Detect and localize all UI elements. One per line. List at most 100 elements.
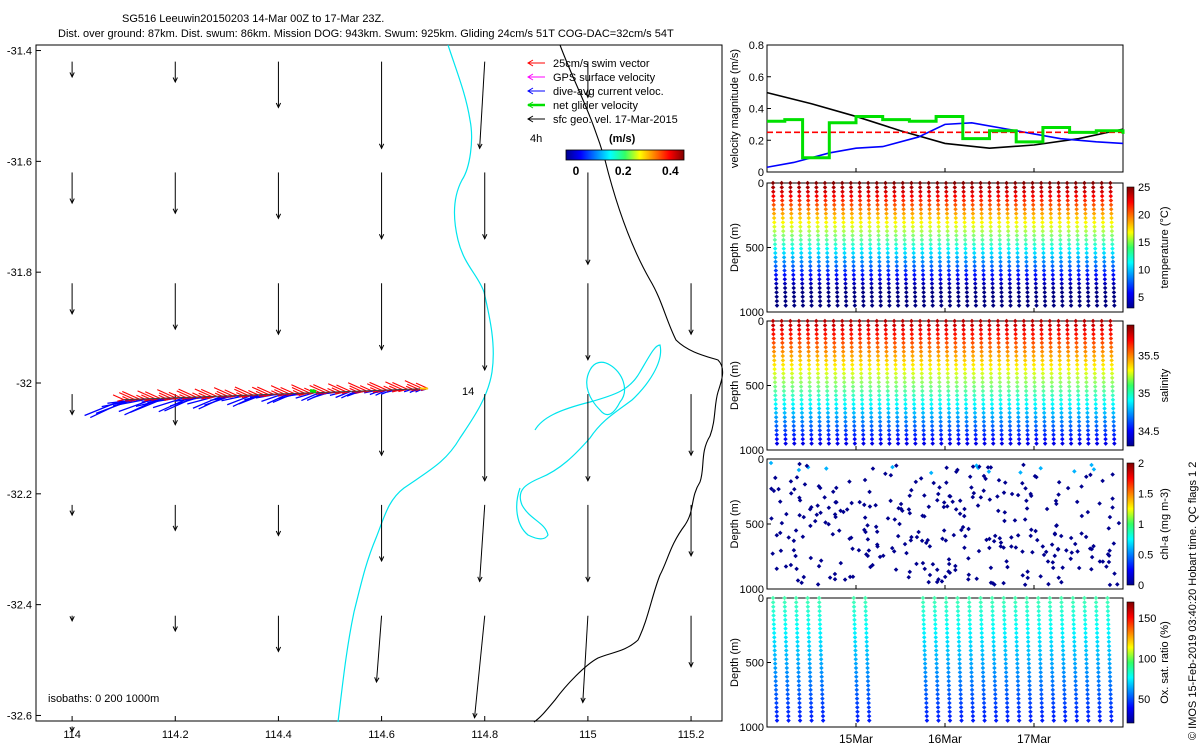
dive-point xyxy=(781,246,787,251)
swim-vector xyxy=(257,386,274,395)
dive-point xyxy=(817,277,822,282)
dive-point xyxy=(979,344,984,350)
dive-point xyxy=(892,202,898,208)
dive-point xyxy=(920,415,926,420)
dive-point xyxy=(990,600,995,605)
dive-point xyxy=(946,406,952,411)
dive-point xyxy=(1048,198,1053,203)
dive-point xyxy=(954,371,959,376)
dive-point xyxy=(805,608,811,614)
chl-point xyxy=(928,470,934,476)
dive-point xyxy=(798,237,804,243)
dive-point xyxy=(1059,268,1064,273)
dive-point xyxy=(1025,635,1031,640)
dive-point xyxy=(806,215,812,221)
chl-point xyxy=(786,535,791,540)
dive-point xyxy=(876,228,881,234)
dive-point xyxy=(1107,674,1113,680)
dive-point xyxy=(817,432,823,438)
dive-point xyxy=(788,327,793,333)
dive-point xyxy=(970,358,976,363)
dive-point xyxy=(841,375,847,381)
dive-point xyxy=(963,263,969,269)
geo-vector-head xyxy=(275,329,282,336)
dive-point xyxy=(849,220,855,225)
dive-point xyxy=(970,211,976,216)
dive-point xyxy=(825,410,831,416)
dive-point xyxy=(926,323,932,328)
temp-colorbar-label: 25 xyxy=(1138,182,1150,194)
dive-point xyxy=(806,353,812,359)
dive-point xyxy=(1059,277,1064,282)
dive-point xyxy=(782,401,787,407)
dive-point xyxy=(1102,410,1107,416)
dive-point xyxy=(808,692,814,697)
dive-point xyxy=(1050,401,1055,407)
dive-point xyxy=(892,193,897,199)
dive-point xyxy=(869,303,875,308)
dive-point xyxy=(814,185,819,190)
dive-point xyxy=(1066,358,1071,363)
dive-point xyxy=(784,657,789,662)
dive-point xyxy=(1109,224,1115,230)
dive-point xyxy=(969,674,974,680)
dive-point xyxy=(1105,617,1111,623)
dive-point xyxy=(815,228,821,234)
dive-point xyxy=(823,211,829,216)
dive-point xyxy=(772,228,777,234)
depth-tick-label: 1000 xyxy=(740,584,764,596)
dive-point xyxy=(928,388,934,394)
chl-colorbar-title: chl-a (mg m-3) xyxy=(1159,488,1171,560)
chl-point xyxy=(962,513,967,519)
chl-point xyxy=(1083,474,1089,480)
dive-point xyxy=(857,323,862,328)
dive-point xyxy=(979,639,985,645)
dive-point xyxy=(1048,613,1053,618)
dive-point xyxy=(792,441,797,446)
dive-point xyxy=(866,340,872,346)
dive-point xyxy=(933,630,938,636)
dive-point xyxy=(1084,263,1090,269)
dive-point xyxy=(840,344,846,350)
dive-point xyxy=(902,380,908,385)
dive-point xyxy=(920,268,926,273)
dive-point xyxy=(850,233,855,238)
dive-point xyxy=(903,423,909,429)
dive-point xyxy=(1064,185,1070,190)
dive-point xyxy=(1059,423,1065,429)
dive-point xyxy=(773,272,779,278)
dive-point xyxy=(866,206,872,212)
dive-point xyxy=(937,268,943,273)
dive-point xyxy=(1102,285,1108,291)
swim-vector xyxy=(369,381,387,391)
map-ytick-label: -31.4 xyxy=(7,46,32,58)
dive-point xyxy=(926,189,932,195)
chl-point xyxy=(1030,550,1035,555)
dive-point xyxy=(1108,709,1114,715)
dive-point xyxy=(823,344,829,350)
chl-point xyxy=(793,553,798,559)
dive-point xyxy=(920,604,926,610)
dive-point xyxy=(771,608,776,614)
temp-colorbar-title: temperature (°C) xyxy=(1159,206,1171,288)
chl-point xyxy=(1091,467,1097,472)
dive-point xyxy=(992,683,998,688)
dive-point xyxy=(987,331,992,337)
chl-point xyxy=(838,560,844,566)
dive-point xyxy=(944,189,949,195)
dive-point xyxy=(1066,242,1072,247)
dive-point xyxy=(1094,613,1099,618)
dive-point xyxy=(1102,277,1108,282)
chl-point xyxy=(773,475,778,481)
chl-point xyxy=(914,561,919,567)
dive-point xyxy=(842,410,848,416)
dive-point xyxy=(840,185,845,190)
dive-point xyxy=(901,206,906,212)
dive-point xyxy=(842,259,848,265)
dive-point xyxy=(970,336,975,341)
dive-point xyxy=(947,281,952,286)
dive-point xyxy=(791,277,796,282)
dive-point xyxy=(1057,206,1062,212)
dive-point xyxy=(788,340,794,346)
dive-point xyxy=(796,318,802,324)
